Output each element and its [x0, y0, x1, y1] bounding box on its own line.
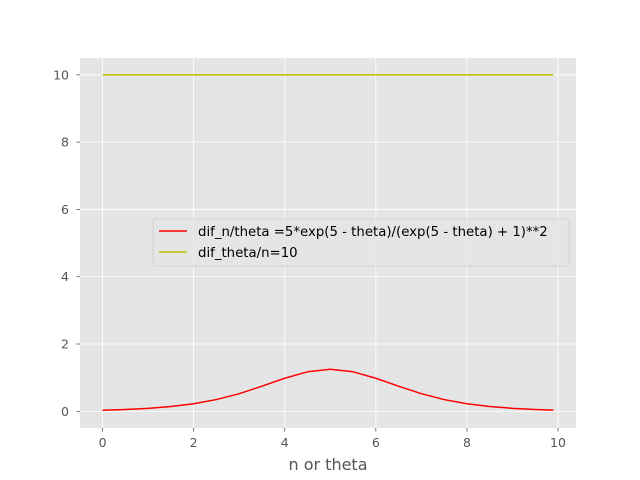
x-axis-label: n or theta — [288, 455, 367, 474]
y-tick-label: 0 — [61, 404, 69, 419]
x-tick-label: 2 — [190, 435, 198, 450]
y-tick-label: 6 — [61, 202, 69, 217]
y-tick-label: 2 — [61, 337, 69, 352]
y-tick-label: 4 — [61, 269, 69, 284]
x-tick-label: 10 — [550, 435, 566, 450]
x-tick-label: 0 — [99, 435, 107, 450]
tick-marks — [76, 74, 559, 432]
legend-label-1: dif_n/theta =5*exp(5 - theta)/(exp(5 - t… — [198, 225, 548, 240]
legend-box — [152, 218, 570, 267]
x-tick-label: 6 — [372, 435, 380, 450]
x-tick-label: 8 — [463, 435, 471, 450]
tick-labels: 0 2 4 6 8 10 0 2 4 6 8 10 — [53, 67, 566, 450]
series-group — [102, 74, 554, 411]
y-tick-label: 10 — [53, 67, 69, 82]
legend: dif_n/theta =5*exp(5 - theta)/(exp(5 - t… — [152, 218, 570, 267]
series-line-1 — [102, 368, 554, 411]
x-tick-label: 4 — [281, 435, 289, 450]
y-tick-label: 8 — [61, 135, 69, 150]
legend-label-2: dif_theta/n=10 — [198, 246, 298, 261]
